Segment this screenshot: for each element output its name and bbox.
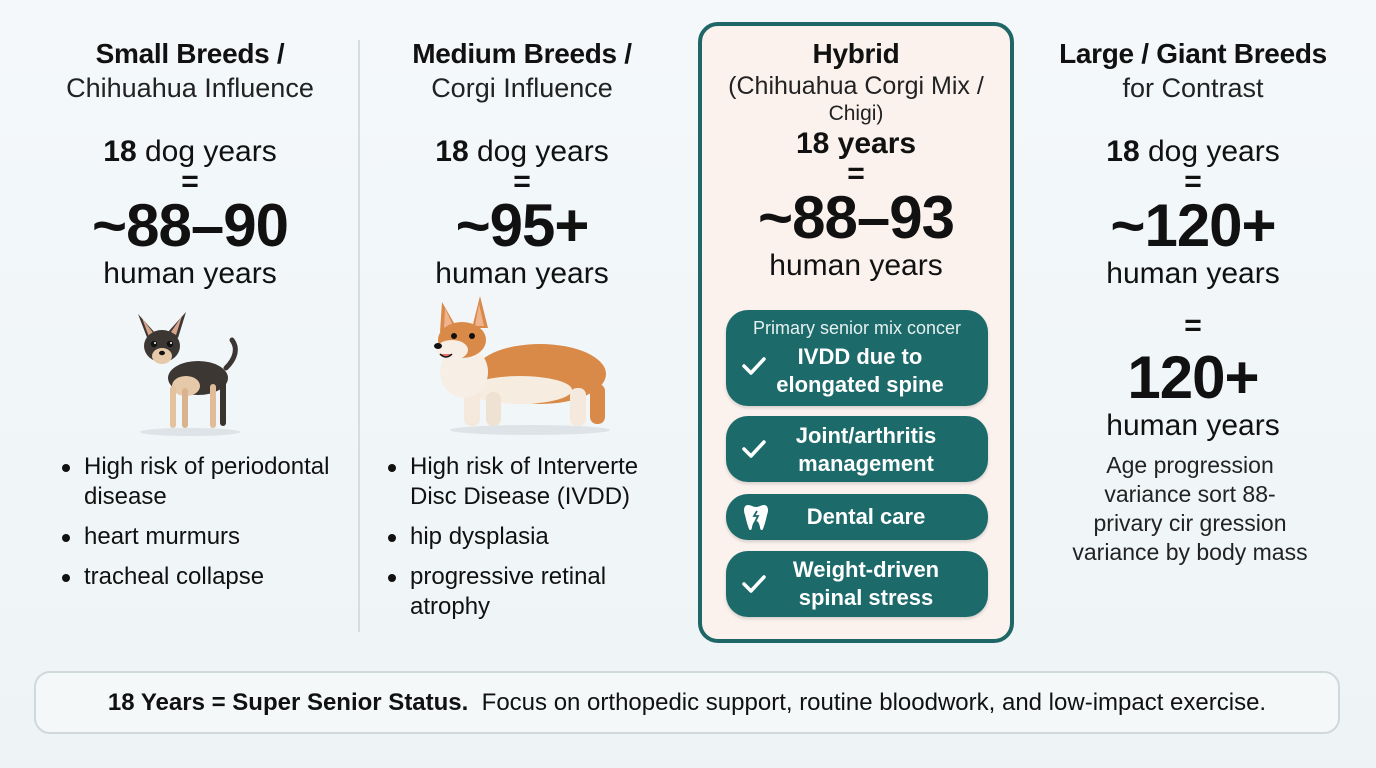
chihuahua-illustration: [138, 312, 240, 436]
human-years-label: human years: [769, 249, 943, 282]
human-years-value: ~88–93: [758, 184, 955, 251]
equals-sign-2: =: [1184, 309, 1202, 342]
human-years-label: human years: [103, 257, 277, 290]
human-years-value: ~120+: [1110, 192, 1276, 259]
check-icon: [742, 575, 766, 593]
equals-sign: =: [181, 165, 199, 198]
concern-label-line: Weight-driven: [792, 557, 940, 582]
list-item: High risk of Interverte Disc Disease (IV…: [388, 452, 678, 512]
concern-card-weight: Weight-driven spinal stress: [726, 551, 988, 617]
human-years-label: human years: [1106, 257, 1280, 290]
column-subtitle: Corgi Influence: [431, 73, 613, 103]
concern-label: Dental care: [806, 504, 926, 529]
human-years-label-2: human years: [1106, 409, 1280, 442]
check-icon: [742, 357, 766, 375]
dog-years-label: dog years: [144, 135, 277, 168]
column-medium-breeds: Medium Breeds / Corgi Influence 18 dog y…: [372, 0, 672, 291]
note-line: privary cir gression: [1093, 510, 1287, 536]
concern-header: Primary senior mix concer: [752, 318, 962, 338]
concern-label: Weight-driven spinal stress: [776, 556, 956, 612]
concern-card-joint: Joint/arthritis management: [726, 416, 988, 482]
list-item: tracheal collapse: [62, 562, 332, 592]
footer-banner: 18 Years = Super Senior Status. Focus on…: [34, 671, 1340, 734]
concern-label-line: management: [798, 451, 934, 476]
concern-label: IVDD due to elongated spine: [770, 343, 950, 399]
dog-years: 18 years: [795, 127, 917, 160]
dog-years: 18 dog years: [34, 135, 346, 169]
list-item: High risk of periodontal disease: [62, 452, 332, 512]
concern-label-line: Joint/arthritis: [795, 423, 937, 448]
concern-card-ivdd: Primary senior mix concer IVDD due to el…: [726, 310, 988, 406]
concern-label: Joint/arthritis management: [776, 422, 956, 478]
dog-years-number: 18: [435, 135, 469, 168]
concern-card-dental: Dental care: [726, 494, 988, 540]
column-subtitle: for Contrast: [1122, 73, 1264, 103]
human-years-value: ~95+: [455, 192, 590, 259]
column-divider: [358, 40, 360, 632]
equals-sign: =: [847, 157, 865, 190]
human-years-label: human years: [435, 257, 609, 290]
column-subtitle: Chihuahua Influence: [66, 73, 314, 103]
column-subtitle-2: Chigi): [828, 102, 884, 125]
list-item: heart murmurs: [62, 522, 332, 552]
list-item: progressive retinal atrophy: [388, 562, 678, 622]
footer-bold: 18 Years = Super Senior Status.: [107, 689, 469, 716]
dog-years-number: 18: [1106, 135, 1140, 168]
dog-years: 18 dog years: [372, 135, 672, 169]
equals-sign: =: [1184, 165, 1202, 198]
concern-label-line: spinal stress: [798, 585, 934, 610]
equals-sign: =: [513, 165, 531, 198]
human-years-value-2: 120+: [1127, 344, 1259, 411]
concern-label-line: elongated spine: [776, 372, 944, 397]
dog-years-label: dog years: [1147, 135, 1280, 168]
column-title: Large / Giant Breeds: [1059, 38, 1327, 69]
column-large-breeds: Large / Giant Breeds for Contrast 18 dog…: [1030, 0, 1356, 443]
column-title: Medium Breeds /: [412, 38, 632, 69]
dog-years-label: dog years: [476, 135, 609, 168]
column-title: Hybrid: [812, 38, 900, 69]
corgi-illustration: [434, 296, 610, 435]
column-hybrid: Hybrid (Chihuahua Corgi Mix / Chigi) 18 …: [702, 0, 1010, 283]
dog-years: 18 dog years: [1030, 135, 1356, 169]
note-line: Age progression: [1106, 452, 1274, 478]
list-item: hip dysplasia: [388, 522, 678, 552]
column-title: Small Breeds /: [95, 38, 285, 69]
note-line: variance by body mass: [1072, 539, 1308, 565]
human-years-value: ~88–90: [92, 192, 289, 259]
note-line: variance sort 88-: [1104, 481, 1276, 507]
age-variance-note: Age progression variance sort 88- privar…: [1040, 451, 1340, 567]
concern-label-line: IVDD due to: [797, 344, 923, 369]
risk-list-small: High risk of periodontal disease heart m…: [62, 452, 332, 602]
dog-years-number: 18: [103, 135, 137, 168]
tooth-icon: [744, 505, 768, 531]
check-icon: [742, 440, 766, 458]
column-small-breeds: Small Breeds / Chihuahua Influence 18 do…: [34, 0, 346, 291]
column-subtitle: (Chihuahua Corgi Mix /: [728, 72, 984, 100]
footer-text: Focus on orthopedic support, routine blo…: [481, 689, 1267, 716]
risk-list-medium: High risk of Interverte Disc Disease (IV…: [388, 452, 678, 632]
